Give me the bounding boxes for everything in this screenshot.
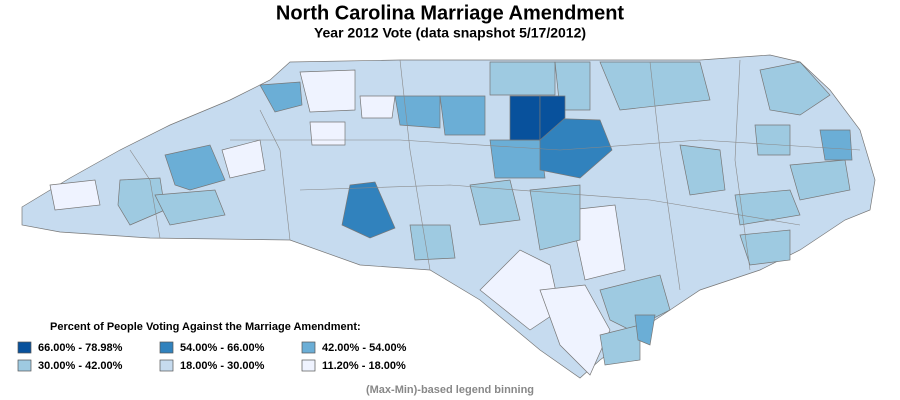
legend-swatch bbox=[17, 359, 32, 372]
legend-swatch bbox=[159, 359, 174, 372]
footnote: (Max-Min)-based legend binning bbox=[366, 384, 534, 396]
legend: 66.00% - 78.98% 54.00% - 66.00% 42.00% - 5… bbox=[17, 341, 407, 372]
legend-swatch bbox=[159, 341, 174, 354]
legend-label: 30.00% - 42.00% bbox=[38, 360, 123, 372]
legend-label: 54.00% - 66.00% bbox=[180, 342, 265, 354]
legend-title: Percent of People Voting Against the Mar… bbox=[50, 321, 361, 333]
legend-label: 11.20% - 18.00% bbox=[322, 360, 406, 372]
legend-swatch bbox=[17, 341, 32, 354]
state-map bbox=[21, 54, 876, 379]
subtitle: Year 2012 Vote (data snapshot 5/17/2012) bbox=[314, 25, 586, 41]
legend-label: 66.00% - 78.98% bbox=[38, 342, 123, 354]
legend-label: 18.00% - 30.00% bbox=[180, 360, 265, 372]
legend-swatch bbox=[301, 359, 316, 372]
legend-swatch bbox=[301, 341, 316, 354]
title: North Carolina Marriage Amendment bbox=[276, 2, 625, 24]
legend-label: 42.00% - 54.00% bbox=[322, 342, 407, 354]
